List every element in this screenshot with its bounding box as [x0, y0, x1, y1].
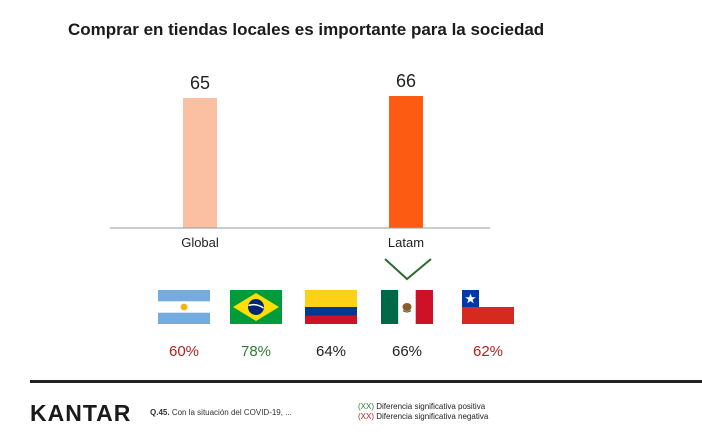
bar-chart: 65 Global 66 Latam [110, 71, 490, 281]
legend-negative: (XX) Diferencia significativa negativa [358, 412, 489, 421]
colombia-flag-icon [305, 290, 357, 324]
x-tick-latam: Latam [388, 235, 424, 250]
brazil-flag-icon [230, 290, 282, 324]
data-label-latam: 66 [396, 71, 416, 91]
bar-global [183, 98, 217, 228]
mexico-flag-icon [381, 290, 433, 324]
chile-value: 62% [472, 343, 504, 360]
question-id: Q.45. [150, 408, 170, 417]
footer-divider [30, 380, 702, 383]
argentina-value: 60% [168, 343, 200, 360]
question-text: Con la situación del COVID-19, ... [171, 408, 292, 417]
legend-positive: (XX) Diferencia significativa positiva [358, 402, 486, 411]
question-reference: Q.45. Con la situación del COVID-19, ... [150, 408, 292, 417]
chile-flag-icon [462, 290, 514, 324]
argentina-flag-icon [158, 290, 210, 324]
logo-text: KANTAR [30, 400, 132, 426]
chart-title: Comprar en tiendas locales es importante… [68, 20, 545, 39]
latam-chevron-icon [384, 258, 432, 281]
x-tick-global: Global [181, 235, 219, 250]
mexico-value: 66% [391, 343, 423, 360]
significance-legend: (XX) Diferencia significativa positiva (… [358, 402, 488, 422]
colombia-value: 64% [315, 343, 347, 360]
data-label-global: 65 [190, 73, 210, 93]
brazil-value: 78% [240, 343, 272, 360]
bar-latam [389, 96, 423, 228]
kantar-logo: KANTAR [30, 400, 131, 427]
